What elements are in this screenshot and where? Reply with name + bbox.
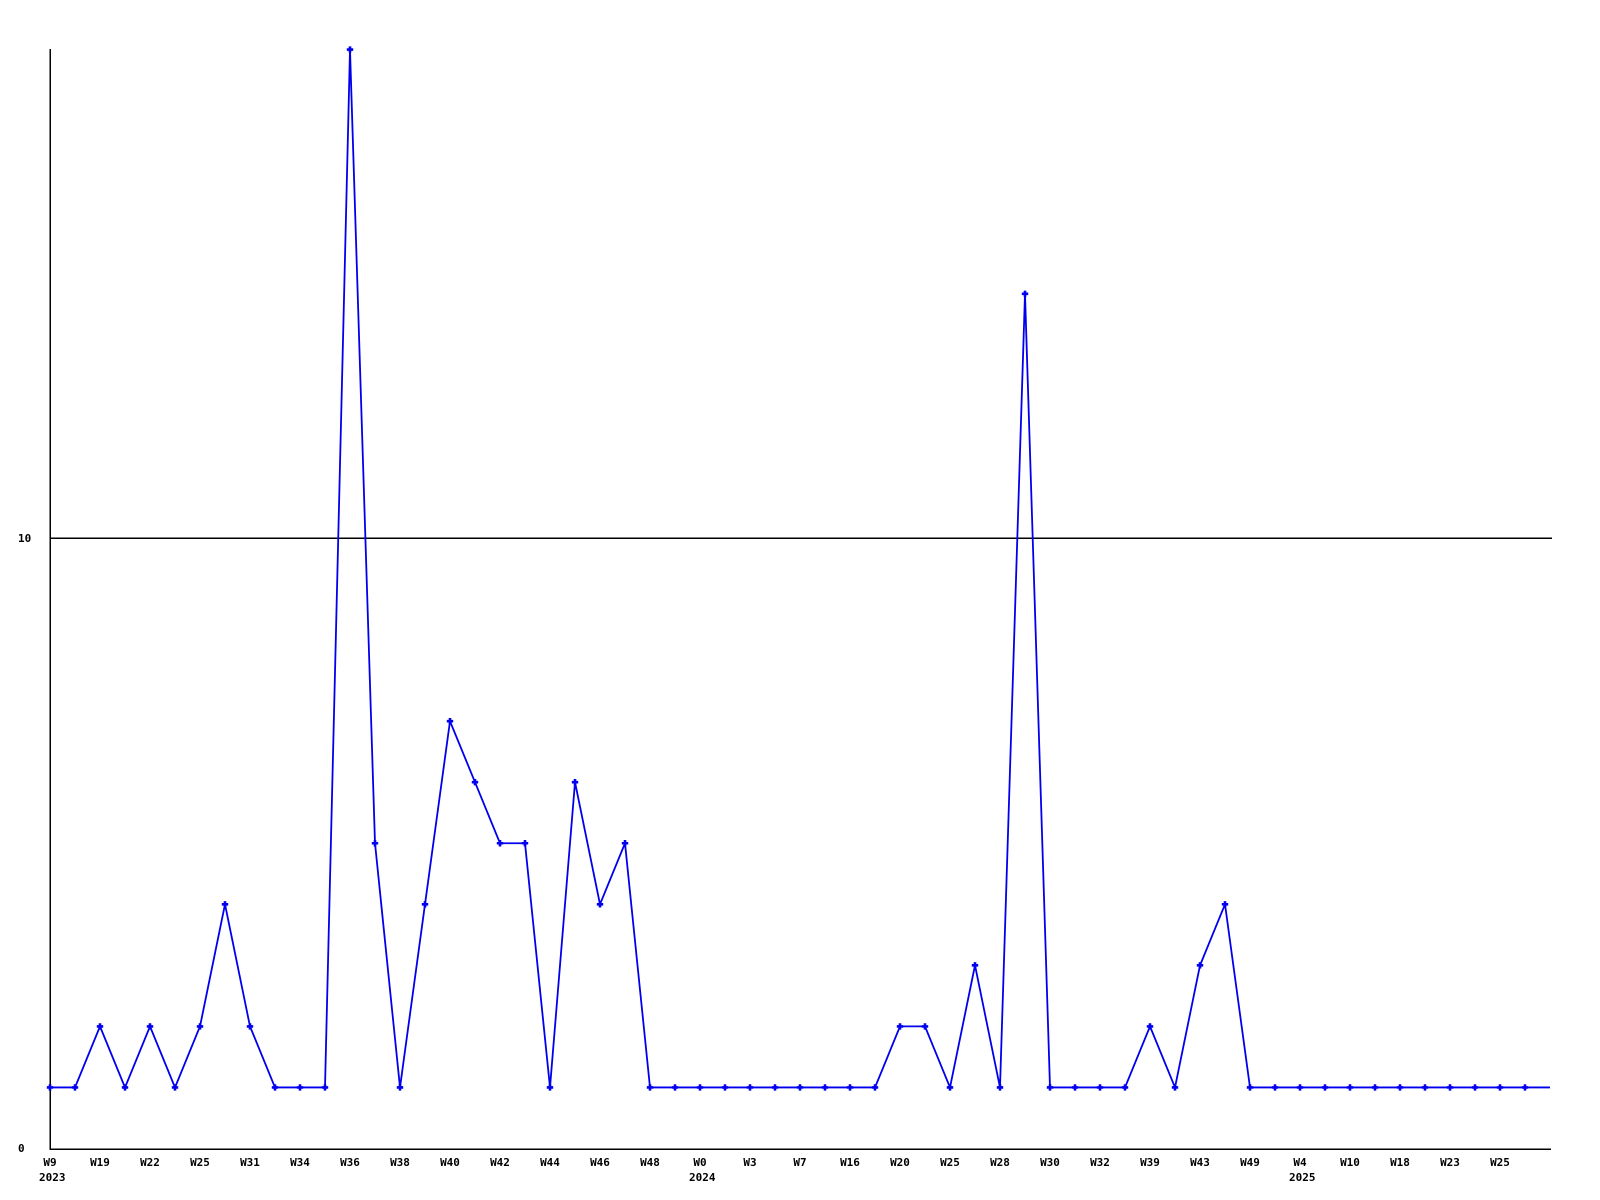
x-tick-label: W19 — [90, 1156, 110, 1169]
x-year-label: 2024 — [689, 1171, 716, 1184]
x-tick-label: W44 — [540, 1156, 560, 1169]
x-tick-label: W7 — [793, 1156, 807, 1169]
x-tick-label: W0 — [693, 1156, 707, 1169]
x-tick-label: W3 — [743, 1156, 757, 1169]
data-line — [50, 49, 1550, 1091]
x-tick-label: W40 — [440, 1156, 460, 1169]
x-tick-label: W48 — [640, 1156, 660, 1169]
y-tick-label-0: 0 — [18, 1142, 25, 1155]
x-tick-label: W25 — [940, 1156, 960, 1169]
x-tick-label: W32 — [1090, 1156, 1110, 1169]
x-tick-label: W36 — [340, 1156, 360, 1169]
x-tick-label: W9 — [43, 1156, 57, 1169]
x-tick-label: W28 — [990, 1156, 1010, 1169]
x-tick-label: W42 — [490, 1156, 510, 1169]
x-tick-label: W25 — [1490, 1156, 1510, 1169]
y-tick-label-10: 10 — [18, 531, 32, 545]
data-point-markers — [46, 46, 1529, 1091]
x-year-label: 2025 — [1289, 1171, 1316, 1184]
x-year-label: 2023 — [39, 1171, 66, 1184]
x-tick-label: W22 — [140, 1156, 160, 1169]
x-tick-label: W25 — [190, 1156, 210, 1169]
x-tick-label: W46 — [590, 1156, 610, 1169]
x-tick-label: W4 — [1293, 1156, 1307, 1169]
x-tick-label: W43 — [1190, 1156, 1210, 1169]
x-tick-label: W20 — [890, 1156, 910, 1169]
x-tick-label: W39 — [1140, 1156, 1160, 1169]
x-tick-label: W30 — [1040, 1156, 1060, 1169]
x-tick-label: W23 — [1440, 1156, 1460, 1169]
x-tick-label: W16 — [840, 1156, 860, 1169]
x-tick-label: W31 — [240, 1156, 260, 1169]
x-tick-label: W49 — [1240, 1156, 1260, 1169]
x-tick-label: W10 — [1340, 1156, 1360, 1169]
x-tick-label: W38 — [390, 1156, 410, 1169]
x-tick-label: W18 — [1390, 1156, 1410, 1169]
x-tick-label: W34 — [290, 1156, 310, 1169]
